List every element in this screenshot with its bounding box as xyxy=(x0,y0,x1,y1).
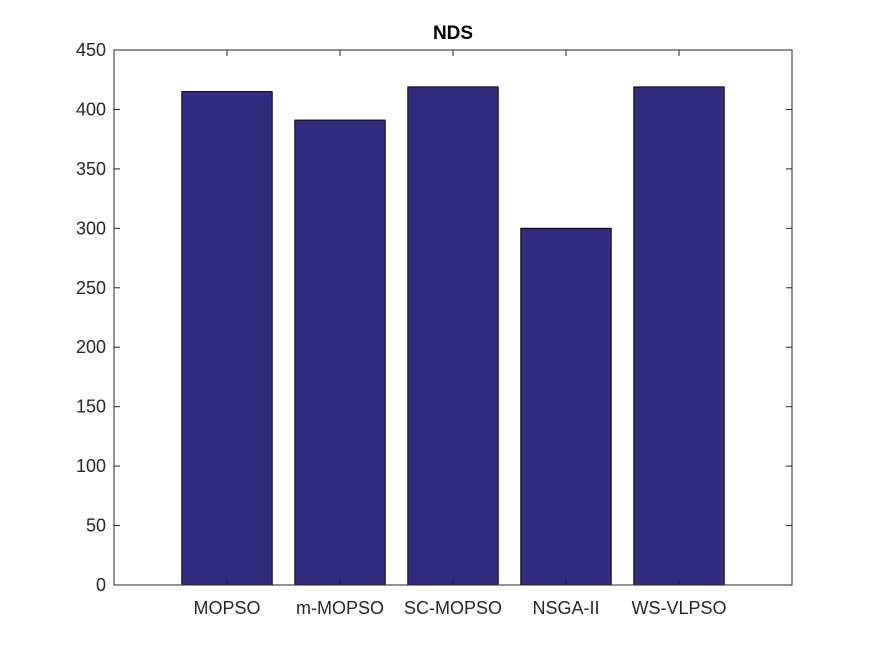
x-tick-label: m-MOPSO xyxy=(296,598,384,618)
y-tick-label: 300 xyxy=(76,218,106,238)
x-tick-label: WS-VLPSO xyxy=(631,598,726,618)
x-tick-label: MOPSO xyxy=(193,598,260,618)
y-tick-label: 450 xyxy=(76,40,106,60)
bar-mopso xyxy=(181,91,273,586)
y-tick-label: 0 xyxy=(96,575,106,595)
bars xyxy=(181,86,725,586)
x-tick-label: NSGA-II xyxy=(532,598,599,618)
bar-nsga-ii xyxy=(520,227,612,586)
y-axis: 0 50 100 150 200 250 300 350 400 450 xyxy=(76,40,792,595)
y-tick-label: 100 xyxy=(76,456,106,476)
y-tick-label: 250 xyxy=(76,278,106,298)
x-tick-label: SC-MOPSO xyxy=(404,598,502,618)
y-tick-label: 150 xyxy=(76,397,106,417)
y-tick-label: 200 xyxy=(76,337,106,357)
bar-ws-vlpso xyxy=(633,86,725,586)
y-tick-label: 400 xyxy=(76,99,106,119)
bar-m-mopso xyxy=(294,119,386,586)
bar-sc-mopso xyxy=(407,86,499,586)
x-axis: MOPSO m-MOPSO SC-MOPSO NSGA-II WS-VLPSO xyxy=(193,50,727,618)
chart-title: NDS xyxy=(433,23,473,44)
y-tick-label: 50 xyxy=(86,516,106,536)
y-tick-label: 350 xyxy=(76,159,106,179)
